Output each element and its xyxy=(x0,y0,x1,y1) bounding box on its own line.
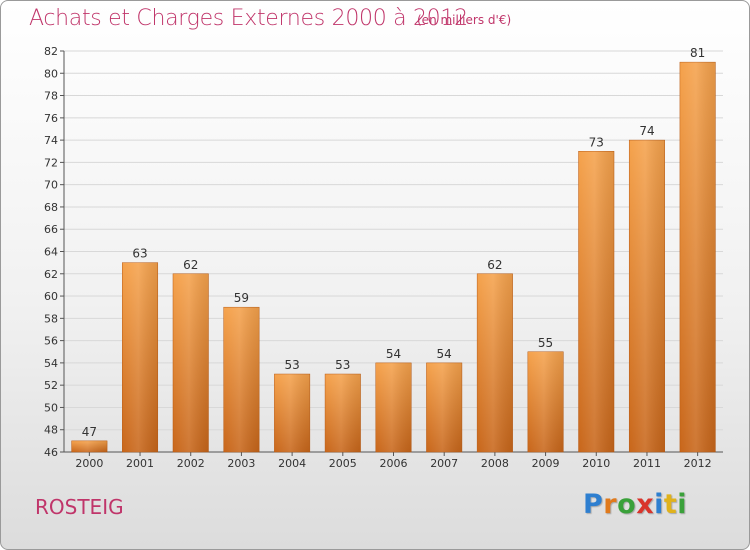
logo-letter: t xyxy=(663,489,678,520)
y-tick-label: 54 xyxy=(44,357,58,370)
data-label: 54 xyxy=(386,347,401,361)
y-tick-label: 48 xyxy=(44,424,58,437)
data-label: 63 xyxy=(132,247,147,261)
bar-shine xyxy=(71,440,108,452)
data-label: 73 xyxy=(589,135,604,149)
data-label: 53 xyxy=(335,358,350,372)
x-tick-label: 2004 xyxy=(278,457,306,470)
y-tick-label: 56 xyxy=(44,335,58,348)
bar-shine xyxy=(426,362,462,452)
bar-shine xyxy=(679,62,716,453)
chart-title: Achats et Charges Externes 2000 à 2012 xyxy=(29,6,468,31)
bar-shine xyxy=(527,351,564,452)
bar-shine xyxy=(223,307,260,452)
x-tick-label: 2011 xyxy=(633,457,661,470)
bars xyxy=(71,61,716,453)
bar-shine xyxy=(172,273,209,452)
x-tick-label: 2012 xyxy=(684,457,712,470)
y-tick-label: 82 xyxy=(44,45,58,58)
y-tick-label: 50 xyxy=(44,401,58,414)
bar-shine xyxy=(375,362,412,452)
y-tick-label: 70 xyxy=(44,179,58,192)
x-tick-label: 2009 xyxy=(532,457,560,470)
x-tick-label: 2007 xyxy=(430,457,458,470)
data-label: 62 xyxy=(487,258,502,272)
commune-name: ROSTEIG xyxy=(35,495,124,519)
y-tick-label: 52 xyxy=(44,379,58,392)
y-tick-label: 46 xyxy=(44,446,58,459)
logo-letter: i xyxy=(654,489,664,520)
logo-letter: P xyxy=(583,489,604,520)
x-tick-label: 2003 xyxy=(227,457,255,470)
logo-letter: x xyxy=(636,489,655,520)
data-label: 53 xyxy=(284,358,299,372)
data-label: 54 xyxy=(437,347,452,361)
data-label: 55 xyxy=(538,336,553,350)
y-tick-label: 66 xyxy=(44,223,58,236)
x-tick-label: 2008 xyxy=(481,457,509,470)
y-tick-label: 58 xyxy=(44,312,58,325)
y-tick-label: 60 xyxy=(44,290,58,303)
y-tick-label: 74 xyxy=(44,134,58,147)
data-label: 81 xyxy=(690,46,705,60)
data-label: 59 xyxy=(234,291,249,305)
x-tick-label: 2005 xyxy=(329,457,357,470)
bar-shine xyxy=(274,374,310,452)
data-label: 74 xyxy=(639,124,654,138)
y-tick-label: 72 xyxy=(44,156,58,169)
logo-letter: o xyxy=(617,489,637,520)
x-tick-label: 2000 xyxy=(75,457,103,470)
x-tick-label: 2006 xyxy=(380,457,408,470)
y-tick-label: 64 xyxy=(44,246,58,259)
y-tick-label: 68 xyxy=(44,201,58,214)
bar-shine xyxy=(477,273,513,452)
data-label: 62 xyxy=(183,258,198,272)
y-tick-label: 76 xyxy=(44,112,58,125)
logo-letter: i xyxy=(677,489,688,520)
bar-shine xyxy=(122,262,158,452)
y-tick-label: 78 xyxy=(44,90,58,103)
bar-shine xyxy=(325,374,361,452)
bar-shine xyxy=(629,140,665,452)
y-tick-label: 62 xyxy=(44,268,58,281)
chart-subtitle: (en milliers d'€) xyxy=(417,13,512,27)
x-tick-label: 2010 xyxy=(582,457,610,470)
x-tick-label: 2002 xyxy=(177,457,205,470)
y-tick-label: 80 xyxy=(44,67,58,80)
logo-letter: r xyxy=(603,489,618,520)
bar-shine xyxy=(578,151,615,452)
x-tick-label: 2001 xyxy=(126,457,154,470)
data-label: 47 xyxy=(82,425,97,439)
axes: 46 48 50 52 54 56 58 60 62 64 66 68 70 72 74 76 78 80 82 20… xyxy=(44,45,723,470)
proxiti-logo: Proxiti xyxy=(583,489,687,520)
data-labels: 47 63 62 59 53 53 54 54 62 55 73 74 81 xyxy=(82,46,706,439)
